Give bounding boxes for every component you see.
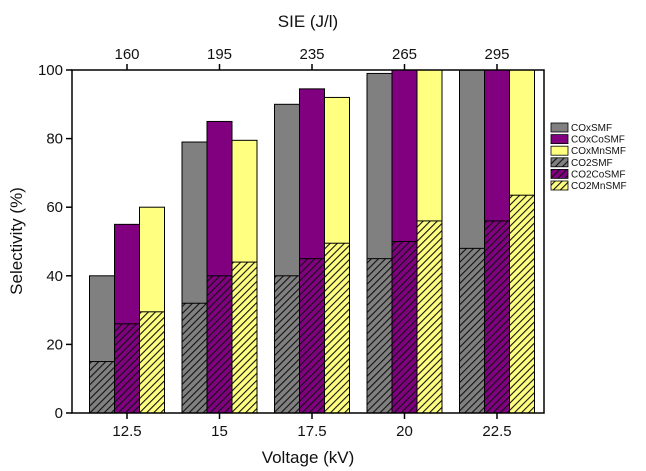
bar-co2smf-20 [366,258,393,414]
bar-co2cosmf-22-5 [484,220,510,414]
y-tick-label: 60 [46,199,63,216]
bar-co2mnsmf-22-5 [509,194,535,414]
legend-label-co2smf: CO2SMF [571,158,613,169]
legend-label-coxmnsmf: COxMnSMF [571,146,626,157]
legend-swatch-coxcosmf [550,134,569,145]
legend-label-coxsmf: COxSMF [571,123,612,134]
legend-label-co2mnsmf: CO2MnSMF [571,181,627,192]
bar-co2smf-22-5 [459,247,485,414]
x-tick-label: 15 [211,423,228,440]
x-axis-title: Voltage (kV) [262,448,355,467]
bars [89,69,535,414]
top-tick-label: 235 [299,46,324,63]
plot-frame [71,69,545,414]
top-tick-label: 195 [207,46,232,63]
legend-swatch-coxsmf [550,122,569,133]
x-tick-label: 22.5 [482,423,511,440]
legend-swatch-co2cosmf [550,168,569,179]
x-tick-label: 12.5 [112,423,141,440]
y-tick-label: 20 [46,336,63,353]
top-tick-label: 160 [114,46,139,63]
bar-co2mnsmf-20 [416,220,443,414]
legend-label-coxcosmf: COxCoSMF [571,135,625,146]
top-tick-label: 295 [484,46,509,63]
bar-co2smf-15 [181,302,208,414]
legend: COxSMFCOxCoSMFCOxMnSMFCO2SMFCO2CoSMFCO2M… [550,122,627,192]
legend-swatch-co2mnsmf [550,180,569,191]
y-tick-label: 40 [46,268,63,285]
bar-co2mnsmf-15 [231,261,258,414]
bar-co2mnsmf-17-5 [324,242,350,414]
bar-co2cosmf-17-5 [299,258,325,414]
bar-co2smf-17-5 [274,275,300,414]
legend-swatch-co2smf [550,157,569,168]
top-axis-title: SIE (J/l) [278,12,338,31]
x-tick-label: 20 [396,423,413,440]
bar-co2cosmf-15 [206,275,233,414]
y-tick-label: 100 [38,62,63,79]
bar-co2cosmf-20 [391,241,418,414]
y-tick-label: 80 [46,131,63,148]
x-tick-label: 17.5 [297,423,326,440]
y-tick-label: 0 [55,405,63,422]
axis-ticks: 0 20 40 60 80 100 12.5 15 17.5 20 22.5 160 195 235 265… [38,46,512,440]
y-axis-title: Selectivity (%) [7,187,26,295]
legend-label-co2cosmf: CO2CoSMF [571,169,625,180]
bar-co2cosmf-12-5 [114,323,140,414]
top-tick-label: 265 [392,46,417,63]
bar-co2mnsmf-12-5 [139,311,165,414]
bar-co2smf-12-5 [89,361,115,414]
legend-swatch-coxmnsmf [550,145,569,156]
